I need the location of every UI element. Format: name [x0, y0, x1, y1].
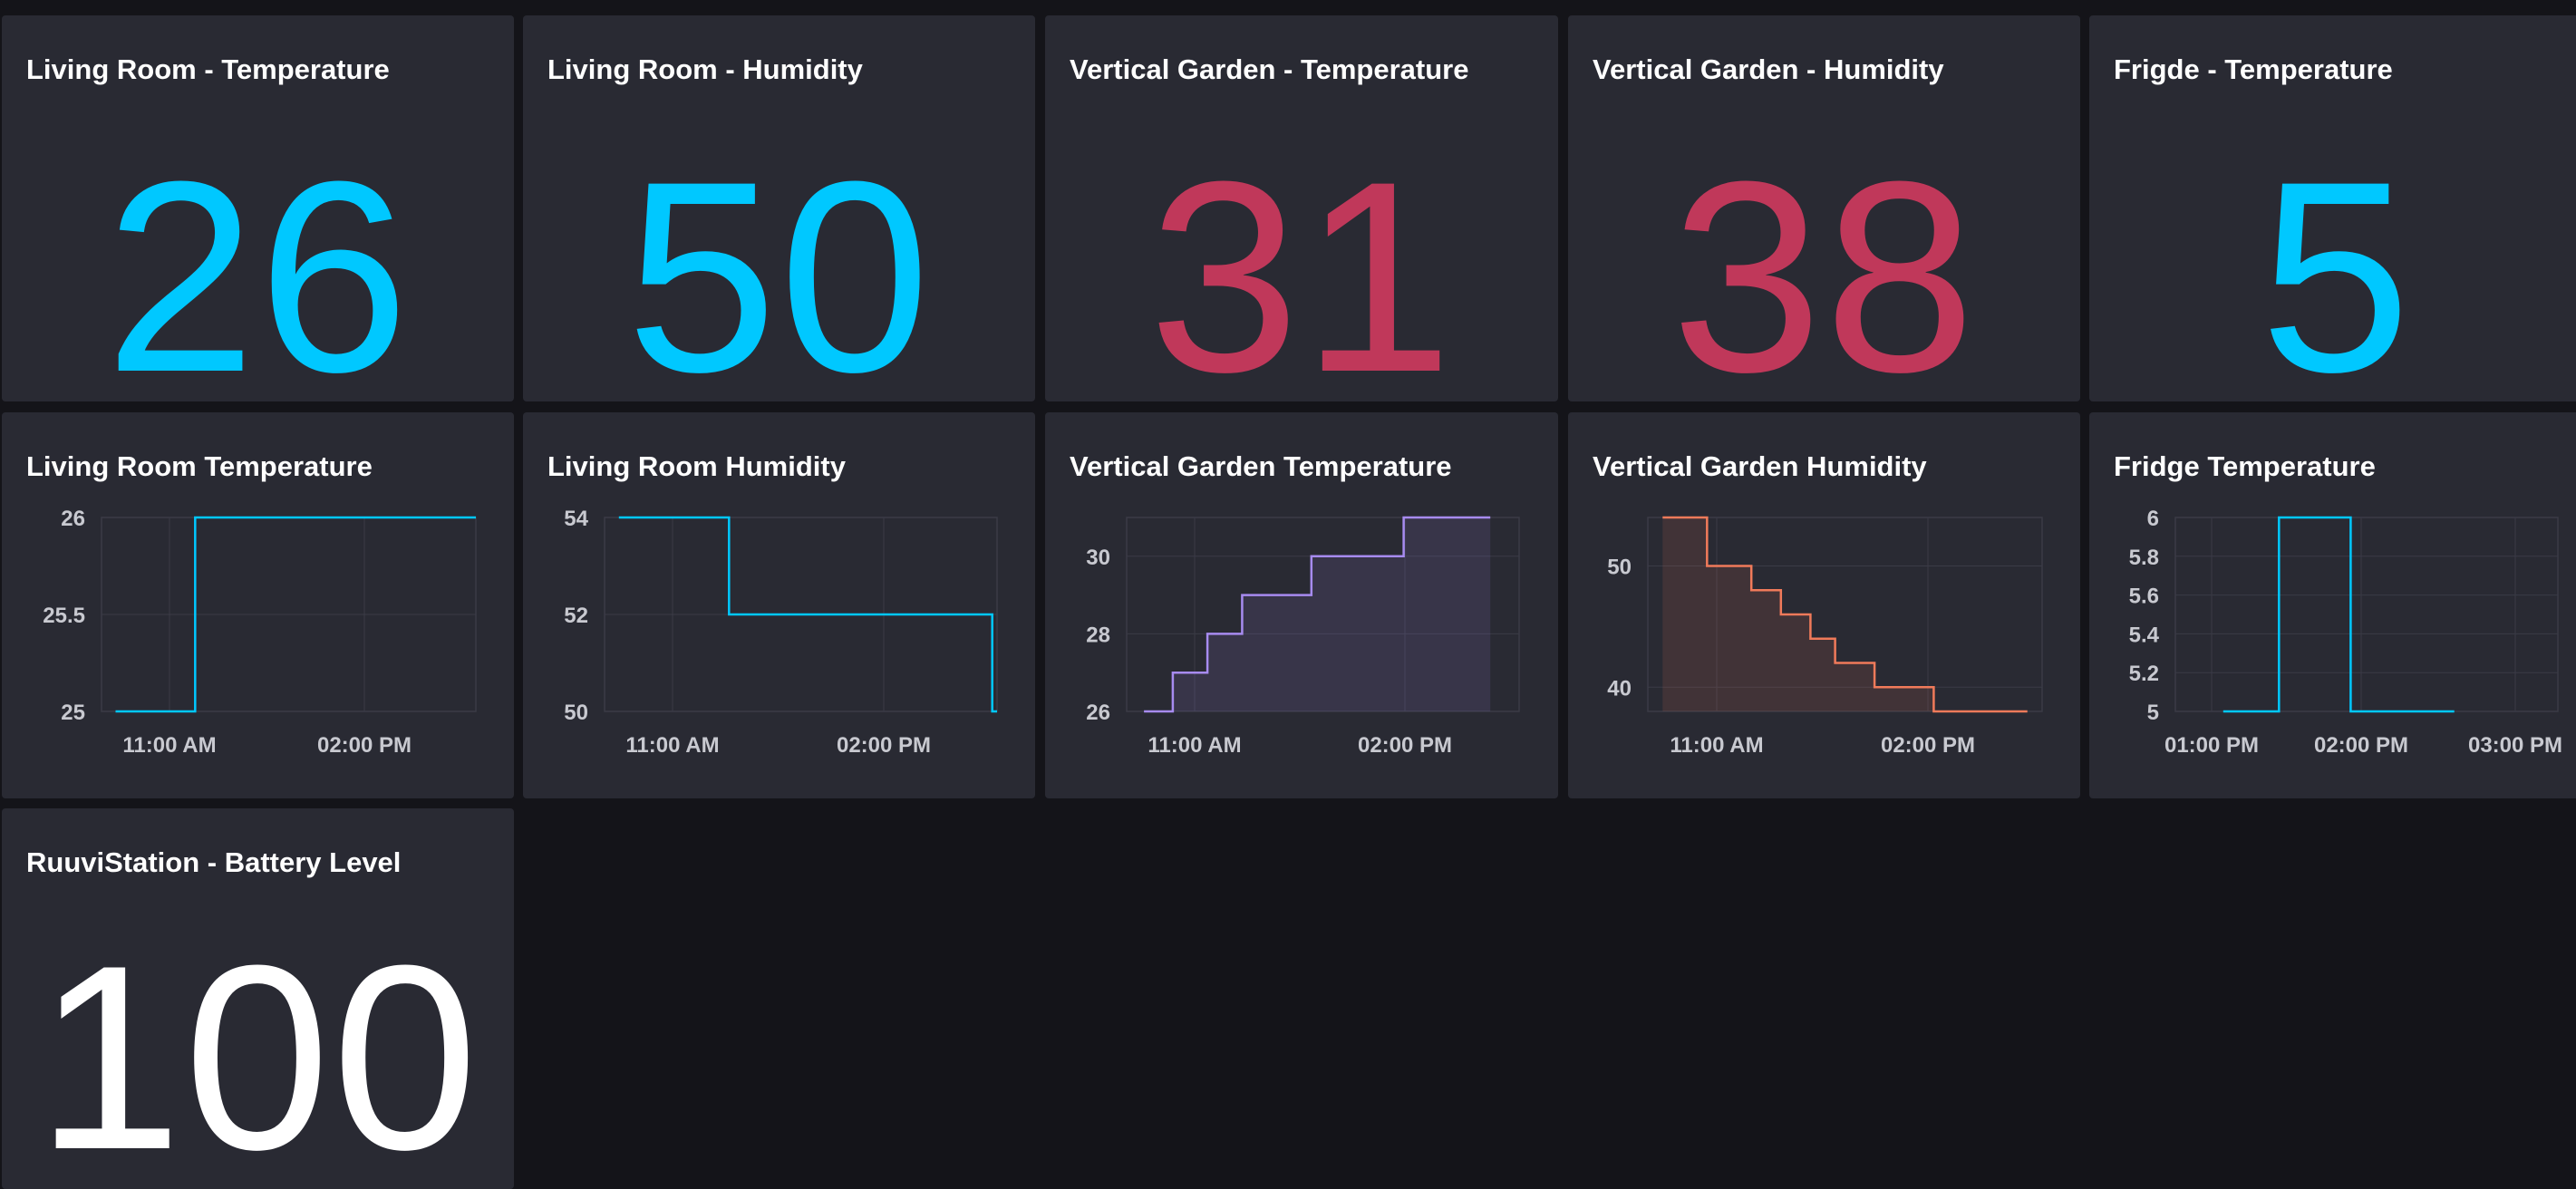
stat-value: 5	[2260, 124, 2413, 401]
panel-title[interactable]: RuuviStation - Battery Level	[26, 846, 402, 878]
x-tick-label: 02:00 PM	[837, 733, 931, 758]
x-tick-label: 01:00 PM	[2164, 733, 2259, 758]
graph-panel-living-room-temperature: Living Room Temperature 26 25.5 25 11:00 AM…	[2, 412, 514, 798]
y-tick-label: 25	[61, 701, 85, 725]
fridge-temperature-chart[interactable]: 6 5.8 5.6 5.4 5.2 501:00 PM 02:00 PM 03:00 PM	[2089, 412, 2576, 798]
panel-title[interactable]: Vertical Garden Humidity	[1593, 450, 1927, 482]
vertical-garden-humidity-chart[interactable]: 50 40 11:00 AM 02:00 PM	[1568, 412, 2080, 798]
x-tick-label: 02:00 PM	[1881, 733, 1975, 758]
series-line	[618, 516, 997, 713]
living-room-humidity-chart[interactable]: 54 52 50 11:00 AM 02:00 PM	[523, 412, 1035, 798]
stat-panel-living-room-humidity: Living Room - Humidity 50	[523, 15, 1035, 401]
stat-value: 31	[1148, 124, 1455, 401]
y-tick-label: 30	[1086, 546, 1110, 570]
y-tick-label: 5.2	[2129, 662, 2159, 686]
series-line	[115, 516, 476, 713]
graph-panel-vertical-garden-humidity: Vertical Garden Humidity 50 40 11:00 AM 02:…	[1568, 412, 2080, 798]
x-tick-label: 02:00 PM	[317, 733, 412, 758]
y-tick-label: 26	[61, 507, 85, 531]
stat-value: 50	[625, 124, 933, 401]
graph-panel-living-room-humidity: Living Room Humidity 54 52 50 11:00 AM 02:00…	[523, 412, 1035, 798]
y-tick-label: 6	[2147, 507, 2159, 531]
y-tick-label: 5.8	[2129, 546, 2159, 570]
living-room-temperature-chart[interactable]: 26 25.5 25 11:00 AM 02:00 PM	[2, 412, 514, 798]
stat-value: 100	[35, 911, 480, 1189]
graph-panel-vertical-garden-temperature: Vertical Garden Temperature 30 28 26 11:00 …	[1045, 412, 1558, 798]
panel-title[interactable]: Vertical Garden - Humidity	[1593, 53, 1944, 85]
x-tick-label: 11:00 AM	[1148, 733, 1241, 758]
x-tick-label: 11:00 AM	[122, 733, 216, 758]
y-tick-label: 26	[1086, 701, 1110, 725]
panel-title[interactable]: Frigde - Temperature	[2114, 53, 2393, 85]
panel-title[interactable]: Living Room - Humidity	[547, 53, 863, 85]
y-tick-label: 40	[1607, 676, 1632, 701]
x-tick-label: 02:00 PM	[1358, 733, 1452, 758]
series-line	[1144, 516, 1491, 713]
y-tick-label: 28	[1086, 623, 1110, 647]
panel-title[interactable]: Living Room Temperature	[26, 450, 373, 482]
vertical-garden-temperature-chart[interactable]: 30 28 26 11:00 AM 02:00 PM	[1045, 412, 1558, 798]
x-tick-label: 03:00 PM	[2468, 733, 2562, 758]
plot-frame	[1647, 517, 2043, 712]
stat-value: 26	[104, 124, 412, 401]
panel-title[interactable]: Vertical Garden Temperature	[1070, 450, 1452, 482]
stat-panel-living-room-temperature: Living Room - Temperature 26	[2, 15, 514, 401]
y-tick-label: 5.4	[2129, 623, 2160, 647]
panel-title[interactable]: Living Room - Temperature	[26, 53, 390, 85]
graph-panel-fridge-temperature: Fridge Temperature 6 5.8 5.6 5.4 5.2 5 01:00 P…	[2089, 412, 2576, 798]
series-area	[1144, 517, 1491, 711]
panel-title[interactable]: Vertical Garden - Temperature	[1070, 53, 1469, 85]
stat-value: 38	[1671, 124, 1978, 401]
y-tick-label: 50	[564, 701, 588, 725]
x-tick-label: 11:00 AM	[625, 733, 719, 758]
x-tick-label: 11:00 AM	[1670, 733, 1763, 758]
stat-panel-vertical-garden-temperature: Vertical Garden - Temperature 31	[1045, 15, 1558, 401]
y-tick-label: 25.5	[43, 604, 85, 628]
series-area	[1662, 517, 2028, 711]
series-line	[2223, 516, 2455, 713]
stat-panel-fridge-temperature: Frigde - Temperature 5	[2089, 15, 2576, 401]
y-tick-label: 52	[564, 604, 588, 628]
y-tick-label: 5	[2147, 701, 2159, 725]
y-tick-label: 5.6	[2129, 585, 2159, 609]
x-tick-label: 02:00 PM	[2314, 733, 2408, 758]
series-line	[1662, 516, 2028, 713]
y-tick-label: 54	[564, 507, 588, 531]
plot-frame	[2174, 517, 2559, 712]
stat-panel-ruuvistation-battery: RuuviStation - Battery Level 100	[2, 808, 514, 1189]
stat-panel-vertical-garden-humidity: Vertical Garden - Humidity 38	[1568, 15, 2080, 401]
y-tick-label: 50	[1607, 556, 1632, 580]
panel-title[interactable]: Living Room Humidity	[547, 450, 846, 482]
panel-title[interactable]: Fridge Temperature	[2114, 450, 2376, 482]
